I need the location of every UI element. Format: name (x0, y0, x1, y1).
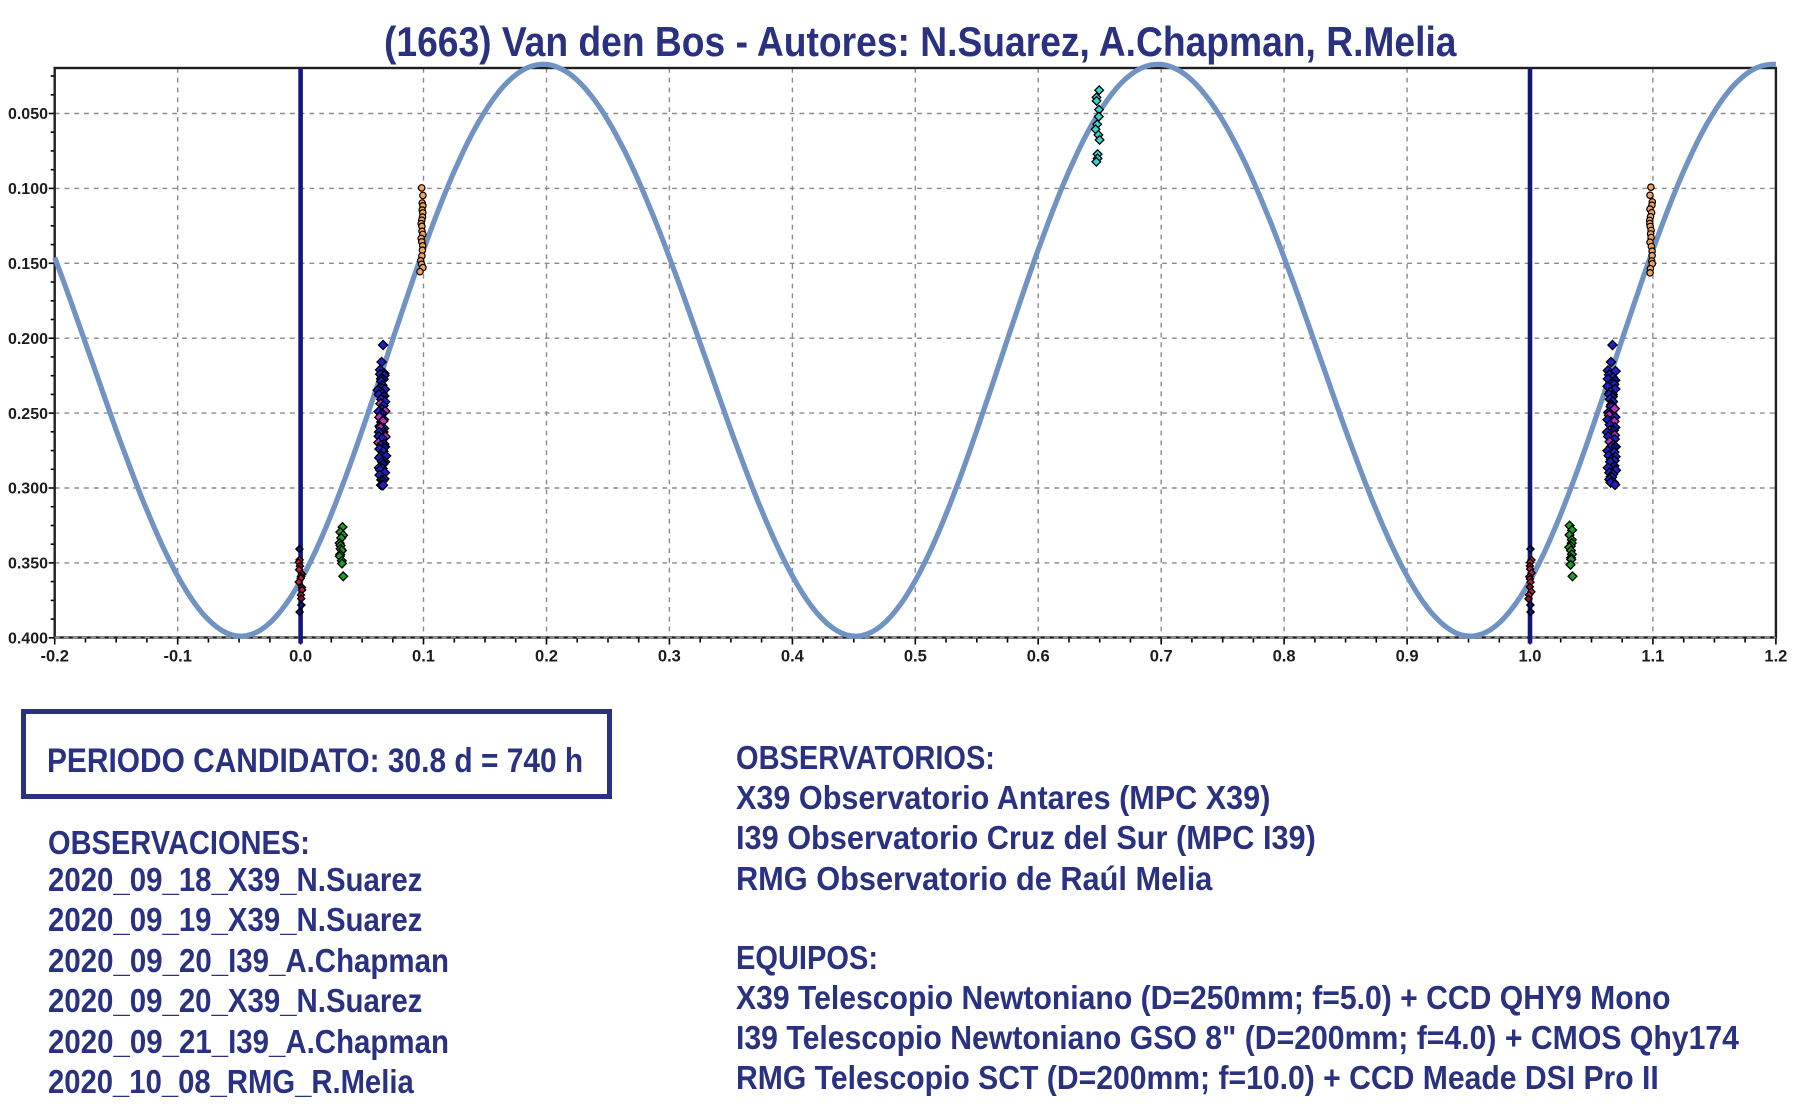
svg-text:0.5: 0.5 (904, 647, 927, 665)
svg-text:1.2: 1.2 (1764, 647, 1787, 665)
svg-text:0.250: 0.250 (8, 406, 48, 423)
svg-text:0.150: 0.150 (8, 256, 48, 273)
svg-text:1.0: 1.0 (1519, 647, 1542, 665)
svg-text:0.8: 0.8 (1273, 647, 1296, 665)
svg-text:-0.2: -0.2 (40, 647, 68, 665)
svg-text:0.400: 0.400 (8, 631, 48, 648)
svg-text:0.2: 0.2 (535, 647, 558, 665)
svg-text:0.1: 0.1 (412, 647, 435, 665)
svg-text:0.6: 0.6 (1027, 647, 1050, 665)
svg-text:0.050: 0.050 (8, 106, 48, 123)
svg-text:0.350: 0.350 (8, 556, 48, 573)
svg-text:0.300: 0.300 (8, 481, 48, 498)
svg-text:-0.1: -0.1 (163, 647, 191, 665)
svg-text:0.9: 0.9 (1396, 647, 1419, 665)
svg-text:0.4: 0.4 (781, 647, 805, 665)
svg-text:1.1: 1.1 (1641, 647, 1664, 665)
svg-text:0.100: 0.100 (8, 181, 48, 198)
svg-text:0.7: 0.7 (1150, 647, 1173, 665)
svg-text:0.3: 0.3 (658, 647, 681, 665)
svg-text:0.200: 0.200 (8, 331, 48, 348)
svg-text:0.0: 0.0 (289, 647, 312, 665)
